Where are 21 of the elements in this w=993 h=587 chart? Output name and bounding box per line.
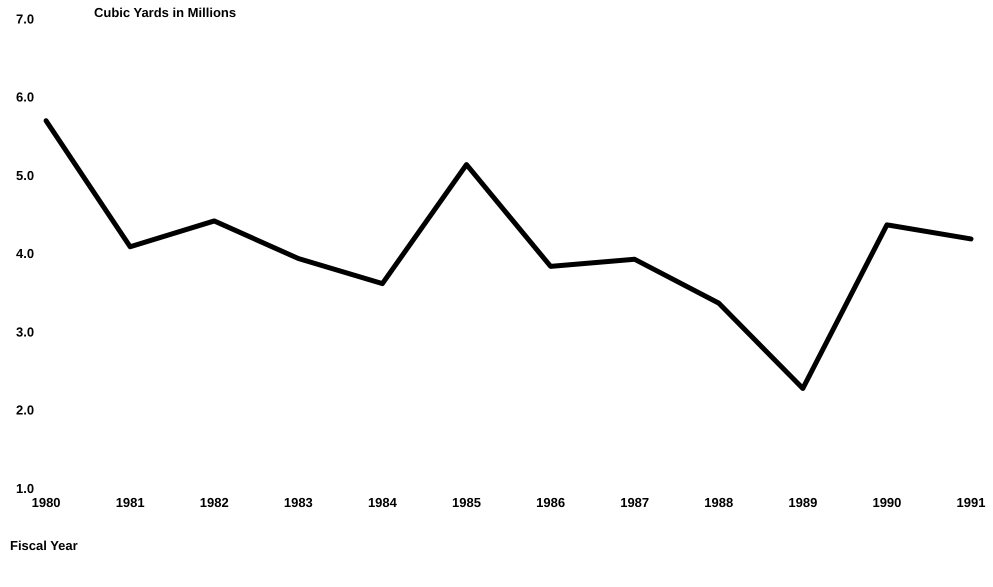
x-tick-label: 1986 <box>536 494 566 510</box>
x-tick-label: 1990 <box>872 494 902 510</box>
x-tick-label: 1981 <box>116 494 145 510</box>
y-tick-label: 2.0 <box>16 402 34 418</box>
x-tick-label: 1988 <box>704 494 734 510</box>
y-tick-label: 3.0 <box>16 324 34 340</box>
x-tick-label: 1985 <box>452 494 481 510</box>
x-tick-label: 1982 <box>200 494 229 510</box>
y-tick-label: 4.0 <box>16 246 34 262</box>
x-tick-label: 1991 <box>956 494 986 510</box>
y-tick-label: 1.0 <box>16 480 34 496</box>
y-tick-label: 7.0 <box>16 11 34 26</box>
x-axis-title: Fiscal Year <box>10 538 78 553</box>
x-tick-label: 1983 <box>284 494 313 510</box>
y-axis-title: Cubic Yards in Millions <box>94 5 236 20</box>
x-tick-label: 1987 <box>620 494 650 510</box>
x-tick-label: 1984 <box>368 494 398 510</box>
x-tick-label: 1980 <box>32 494 61 510</box>
y-tick-label: 5.0 <box>16 168 34 183</box>
x-tick-label: 1989 <box>788 494 818 510</box>
y-tick-label: 6.0 <box>16 90 34 105</box>
